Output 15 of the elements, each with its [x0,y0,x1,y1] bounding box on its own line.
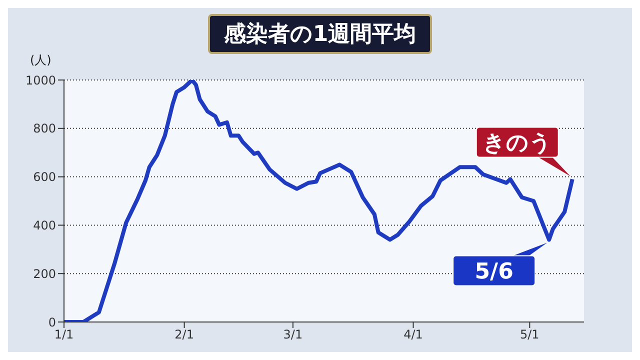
chart-title: 感染者の1週間平均 [208,14,432,54]
y-axis-title: (人) [30,52,52,69]
annotation: きのう [482,131,552,156]
y-tick-label: 400 [33,218,56,232]
annotation: 5/6 [474,260,514,285]
x-tick-label: 1/1 [54,328,74,342]
y-tick-label: 800 [33,122,56,136]
y-tick-label: 200 [33,266,56,281]
x-tick-label: 4/1 [404,328,423,342]
y-tick-label: 0 [48,315,56,330]
y-tick-label: 1000 [25,73,56,88]
x-tick-label: 2/1 [174,328,194,342]
x-tick-label: 3/1 [283,328,303,342]
x-tick-label: 5/1 [520,328,540,342]
y-tick-label: 600 [33,170,56,184]
